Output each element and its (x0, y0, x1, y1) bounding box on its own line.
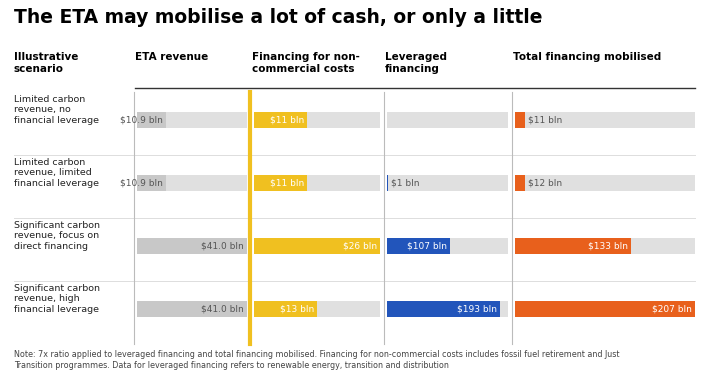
Bar (515, 301, 695, 317)
Bar (254, 175, 380, 191)
Text: Leveraged
financing: Leveraged financing (385, 52, 447, 74)
Text: The ETA may mobilise a lot of cash, or only a little: The ETA may mobilise a lot of cash, or o… (14, 8, 542, 27)
Text: $107 bln: $107 bln (407, 241, 447, 251)
Bar (387, 301, 508, 317)
Bar (254, 175, 307, 191)
Bar (137, 238, 247, 254)
Bar (515, 175, 695, 191)
Bar (137, 112, 247, 128)
Text: $26 bln: $26 bln (343, 241, 377, 251)
Text: $193 bln: $193 bln (457, 304, 497, 314)
Text: Significant carbon
revenue, focus on
direct financing: Significant carbon revenue, focus on dir… (14, 221, 100, 251)
Bar (137, 238, 247, 254)
Bar (387, 301, 500, 317)
Bar (515, 112, 525, 128)
Bar (387, 238, 450, 254)
Bar (254, 112, 380, 128)
Text: $11 bln: $11 bln (527, 115, 562, 125)
Text: $11 bln: $11 bln (270, 178, 304, 188)
Text: Significant carbon
revenue, high
financial leverage: Significant carbon revenue, high financi… (14, 284, 100, 314)
Text: Limited carbon
revenue, no
financial leverage: Limited carbon revenue, no financial lev… (14, 95, 99, 125)
Text: Transition programmes. Data for leveraged financing refers to renewable energy, : Transition programmes. Data for leverage… (14, 361, 449, 370)
Text: $1 bln: $1 bln (390, 178, 419, 188)
Text: Financing for non-
commercial costs: Financing for non- commercial costs (252, 52, 360, 74)
Bar (515, 175, 525, 191)
Text: Note: 7x ratio applied to leveraged financing and total financing mobilised. Fin: Note: 7x ratio applied to leveraged fina… (14, 350, 619, 359)
Bar (387, 112, 508, 128)
Bar (137, 112, 166, 128)
Bar (515, 301, 695, 317)
Bar (387, 238, 508, 254)
Bar (254, 112, 307, 128)
Text: ETA revenue: ETA revenue (135, 52, 208, 62)
Bar (254, 301, 317, 317)
Bar (515, 238, 695, 254)
Text: Total financing mobilised: Total financing mobilised (513, 52, 662, 62)
Bar (137, 301, 247, 317)
Bar (137, 301, 247, 317)
Text: $133 bln: $133 bln (587, 241, 628, 251)
Bar (137, 175, 166, 191)
Text: Illustrative
scenario: Illustrative scenario (14, 52, 78, 74)
Bar (515, 238, 630, 254)
Bar (254, 301, 380, 317)
Text: $11 bln: $11 bln (270, 115, 304, 125)
Text: $41.0 bln: $41.0 bln (201, 304, 244, 314)
Text: $13 bln: $13 bln (280, 304, 314, 314)
Bar (515, 112, 695, 128)
Text: $12 bln: $12 bln (528, 178, 563, 188)
Bar (254, 238, 380, 254)
Text: $207 bln: $207 bln (652, 304, 692, 314)
Text: $10.9 bln: $10.9 bln (120, 115, 163, 125)
Bar (137, 175, 247, 191)
Bar (254, 238, 380, 254)
Text: $10.9 bln: $10.9 bln (120, 178, 163, 188)
Text: Limited carbon
revenue, limited
financial leverage: Limited carbon revenue, limited financia… (14, 158, 99, 188)
Text: $41.0 bln: $41.0 bln (201, 241, 244, 251)
Bar (387, 175, 508, 191)
